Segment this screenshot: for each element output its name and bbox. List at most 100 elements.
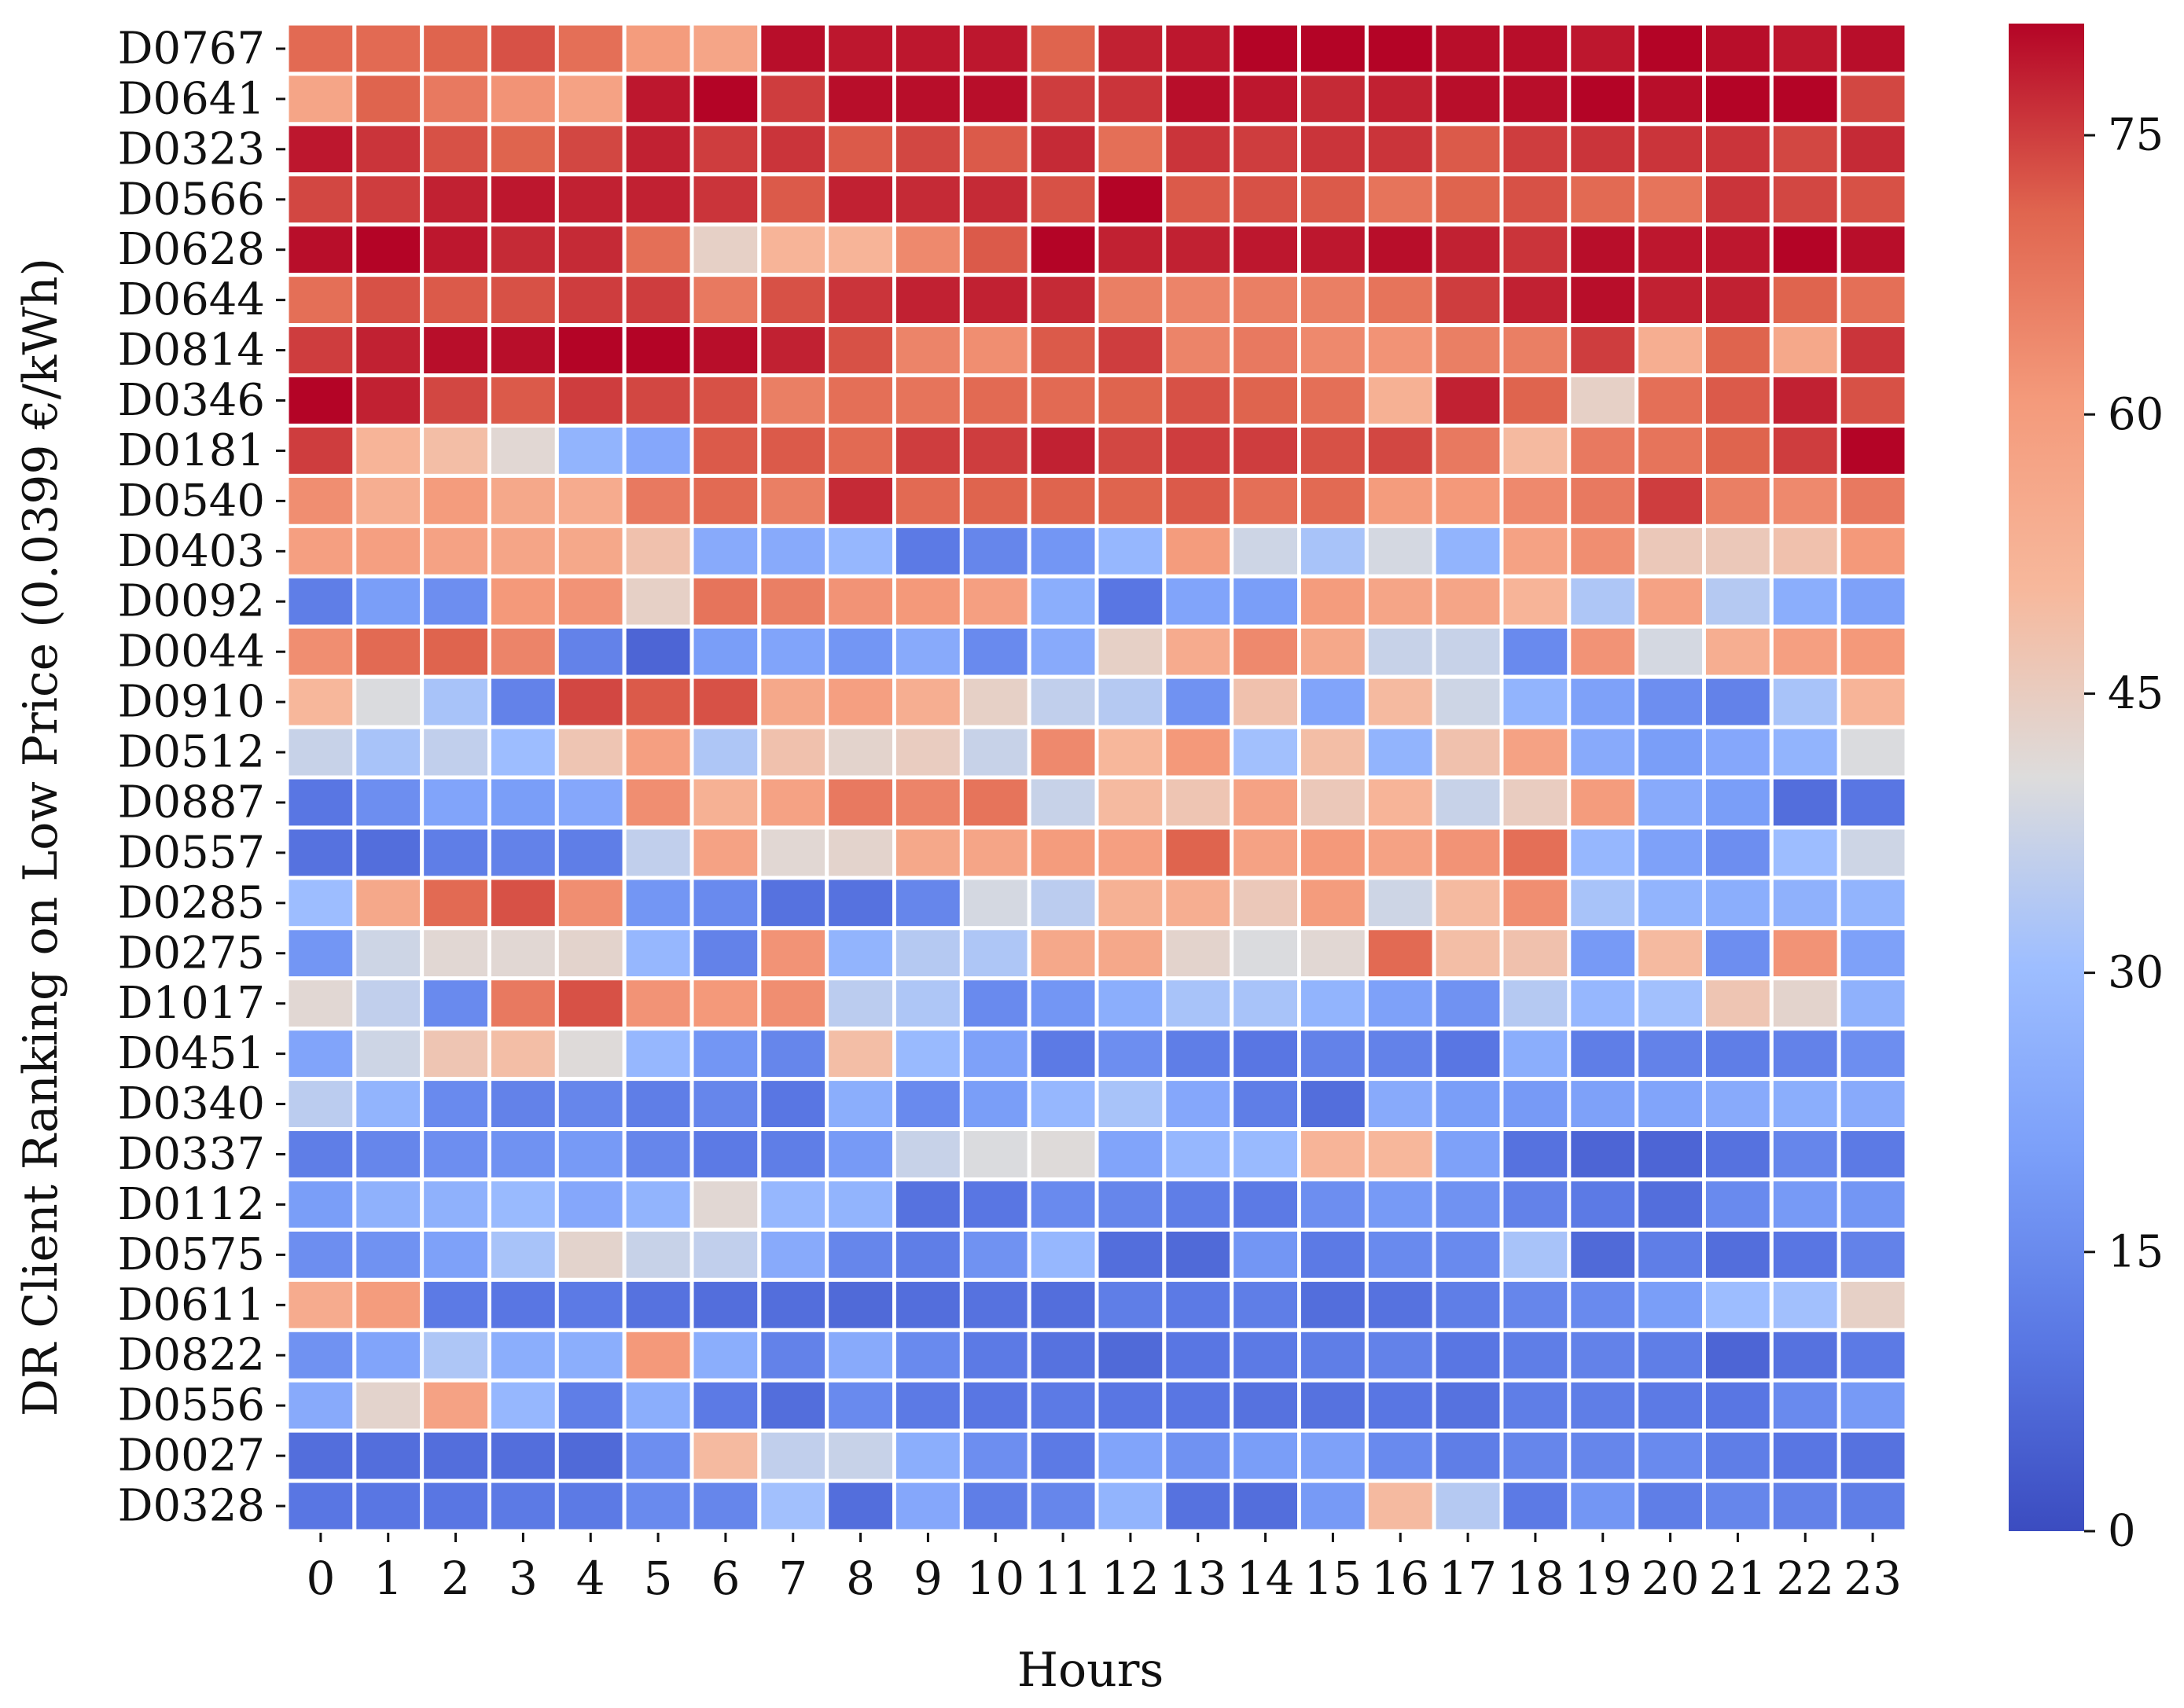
y-tick-label: D0285 <box>118 877 265 928</box>
y-tick-label: D0275 <box>118 927 265 979</box>
heatmap-cell <box>1297 222 1369 277</box>
heatmap-cell <box>352 423 425 478</box>
heatmap-cell <box>1432 21 1504 76</box>
heatmap-cell <box>1230 624 1302 679</box>
y-axis-title: DR Client Ranking on Low Price (0.0399 €… <box>13 258 68 1416</box>
heatmap-cell <box>1769 624 1841 679</box>
heatmap-cell <box>1297 825 1369 880</box>
heatmap-cell <box>1094 1027 1167 1082</box>
heatmap-cell <box>1499 1428 1572 1483</box>
heatmap-cell <box>554 926 627 981</box>
heatmap-cell <box>420 222 491 277</box>
heatmap-cell <box>1702 72 1774 127</box>
heatmap-cell <box>1634 122 1706 177</box>
heatmap-cell <box>622 1328 694 1383</box>
heatmap-cell <box>959 775 1031 830</box>
heatmap-cell <box>285 775 357 830</box>
heatmap-cell <box>1837 323 1909 378</box>
y-tick-label: D0641 <box>118 73 265 124</box>
heatmap-cell <box>1027 523 1099 579</box>
heatmap-cell <box>1162 876 1234 931</box>
heatmap-cell <box>1027 825 1099 880</box>
heatmap-cell <box>1702 473 1774 528</box>
heatmap-cell <box>554 72 627 127</box>
heatmap-cell <box>1364 1378 1436 1433</box>
heatmap-cell <box>554 1077 627 1132</box>
heatmap-cell <box>1499 172 1572 227</box>
heatmap-cell <box>1499 1027 1572 1082</box>
heatmap-cell <box>1634 1177 1706 1232</box>
heatmap-cell <box>554 976 627 1031</box>
heatmap-cell <box>1702 1227 1774 1282</box>
heatmap-cell <box>1027 1227 1099 1282</box>
x-tick-label: 22 <box>1776 1552 1834 1605</box>
heatmap-cell <box>622 222 694 277</box>
heatmap-cell <box>892 674 964 729</box>
heatmap-cell <box>959 21 1031 76</box>
heatmap-cell <box>1499 775 1572 830</box>
x-tick-label: 0 <box>306 1552 335 1605</box>
heatmap-cell <box>1297 1277 1369 1332</box>
heatmap-cell <box>825 473 897 528</box>
heatmap-cell <box>1567 1277 1639 1332</box>
y-tick-label: D0337 <box>118 1129 265 1180</box>
heatmap-cell <box>959 1328 1031 1383</box>
heatmap-cell <box>1027 1277 1099 1332</box>
heatmap-cell <box>622 122 694 177</box>
heatmap-cell <box>1702 1277 1774 1332</box>
x-tick-label: 4 <box>576 1552 605 1605</box>
heatmap-cell <box>1027 323 1099 378</box>
heatmap-cell <box>1499 21 1572 76</box>
y-tick-label: D0575 <box>118 1229 265 1280</box>
heatmap-cell <box>285 1478 357 1534</box>
x-tick-label: 16 <box>1371 1552 1429 1605</box>
heatmap-cell <box>689 725 762 780</box>
heatmap-cell <box>1230 122 1302 177</box>
heatmap-cell <box>892 172 964 227</box>
heatmap-cell <box>1027 976 1099 1031</box>
heatmap-cell <box>1230 373 1302 428</box>
heatmap-cell <box>352 876 425 931</box>
heatmap-cell <box>1364 122 1436 177</box>
heatmap-cell <box>420 122 491 177</box>
heatmap-cell <box>1364 574 1436 629</box>
x-tick-label: 11 <box>1034 1552 1092 1605</box>
heatmap-cell <box>1364 725 1436 780</box>
heatmap-cell <box>1027 122 1099 177</box>
heatmap-cell <box>1027 1077 1099 1132</box>
heatmap-cell <box>689 775 762 830</box>
heatmap-cell <box>1634 423 1706 478</box>
heatmap-cell <box>1499 122 1572 177</box>
heatmap-cell <box>1297 1127 1369 1181</box>
heatmap-cell <box>352 775 425 830</box>
heatmap-cell <box>554 1227 627 1282</box>
heatmap-cell <box>1567 222 1639 277</box>
heatmap-cell <box>1162 725 1234 780</box>
heatmap-cell <box>1364 825 1436 880</box>
heatmap-cell <box>1230 523 1302 579</box>
heatmap-cell <box>622 825 694 880</box>
heatmap-cell <box>352 273 425 328</box>
heatmap-cell <box>1432 1127 1504 1181</box>
heatmap-cell <box>1432 122 1504 177</box>
heatmap-cell <box>352 1127 425 1181</box>
heatmap-cell <box>1162 1328 1234 1383</box>
heatmap-cell <box>1702 1328 1774 1383</box>
y-tick-label: D0814 <box>118 325 265 376</box>
heatmap-cell <box>959 1478 1031 1534</box>
heatmap-cell <box>420 1428 491 1483</box>
heatmap-cell <box>487 725 559 780</box>
heatmap-cell <box>1837 1378 1909 1433</box>
heatmap-cell <box>352 1378 425 1433</box>
heatmap-cell <box>1297 725 1369 780</box>
heatmap-cell <box>1094 1077 1167 1132</box>
heatmap-cell <box>1364 1277 1436 1332</box>
heatmap-cell <box>689 574 762 629</box>
heatmap-cell <box>1769 976 1841 1031</box>
heatmap-cell <box>1567 273 1639 328</box>
heatmap-cell <box>285 172 357 227</box>
heatmap-cell <box>1499 1127 1572 1181</box>
heatmap-cell <box>959 473 1031 528</box>
heatmap-cell <box>1702 876 1774 931</box>
heatmap-cell <box>1364 323 1436 378</box>
